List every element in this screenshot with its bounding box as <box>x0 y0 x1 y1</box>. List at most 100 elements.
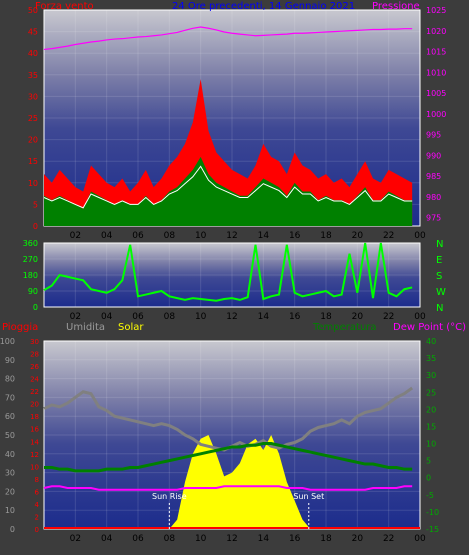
direction-x-tick-label: 08 <box>164 312 176 322</box>
direction-x-tick-label: 18 <box>320 312 332 322</box>
direction-x-tick-label: 02 <box>70 312 81 322</box>
direction-y-tick-label: 0 <box>33 303 38 312</box>
rain-y-tick-label: 4 <box>35 501 40 509</box>
temperature-y-tick-label: 5 <box>426 457 431 466</box>
wind-speed-line <box>43 165 413 209</box>
wind-x-tick-label: 10 <box>195 231 207 241</box>
direction-x-tick-label: 20 <box>352 312 364 322</box>
wind-y-tick-label: 10 <box>28 179 38 188</box>
humidity-y-tick-label: 0 <box>10 525 15 534</box>
temperature-y-tick-label: 10 <box>426 440 436 449</box>
temperature-y-tick-label: 40 <box>426 337 436 346</box>
rain-y-tick-label: 18 <box>30 413 39 421</box>
rain-y-tick-label: 30 <box>30 338 39 346</box>
weather-x-tick-label: 08 <box>164 534 176 544</box>
pressure-series <box>43 26 413 51</box>
humidity-y-tick-label: 60 <box>5 412 15 421</box>
rain-y-tick-label: 8 <box>35 476 39 484</box>
wind-y-tick-label: 25 <box>28 114 38 123</box>
wind-y-tick-label: 50 <box>28 6 38 15</box>
direction-x-tick-label: 00 <box>414 312 426 322</box>
weather-x-tick-label: 00 <box>414 534 426 544</box>
pressure-axis-title: Pressione <box>372 1 420 12</box>
temperature-axis-title: Temperatura <box>313 322 377 333</box>
wind-y-tick-label: 35 <box>28 71 38 80</box>
humidity-y-tick-label: 50 <box>5 431 15 440</box>
temperature-y-tick-label: 15 <box>426 422 436 431</box>
rain-y-tick-label: 0 <box>35 526 39 534</box>
humidity-y-tick-label: 80 <box>5 375 15 384</box>
rain-y-tick-label: 6 <box>35 488 40 496</box>
weather-x-tick-label: 22 <box>383 534 394 544</box>
direction-x-tick-label: 12 <box>226 312 237 322</box>
solar-series <box>44 435 413 529</box>
pressure-y-tick-label: 1015 <box>426 48 446 57</box>
rain-y-tick-label: 28 <box>30 351 39 359</box>
direction-x-tick-label: 22 <box>383 312 394 322</box>
pressure-y-tick-label: 1025 <box>426 6 446 15</box>
wind-y-tick-label: 0 <box>33 222 38 231</box>
weather-x-tick-label: 12 <box>226 534 237 544</box>
direction-y-tick-label: 90 <box>28 287 38 296</box>
pressure-y-tick-label: 1000 <box>426 110 446 119</box>
dewpoint-series <box>43 485 413 491</box>
rain-y-tick-label: 16 <box>30 426 39 434</box>
humidity-y-tick-label: 40 <box>5 450 15 459</box>
wind-gust-series <box>44 79 413 227</box>
wind-x-tick-label: 16 <box>289 231 301 241</box>
compass-label: N <box>436 239 443 250</box>
rain-axis-title: Pioggia <box>2 322 39 333</box>
weather-x-tick-label: 06 <box>132 534 144 544</box>
sunset-label: Sun Set <box>293 492 324 501</box>
temperature-y-tick-label: 25 <box>426 388 436 397</box>
pressure-y-tick-label: 990 <box>426 151 441 160</box>
wind-x-tick-label: 02 <box>70 231 81 241</box>
rain-y-tick-label: 10 <box>30 463 39 471</box>
rain-y-tick-label: 26 <box>30 363 39 371</box>
pressure-y-tick-label: 980 <box>426 193 441 202</box>
rain-y-tick-label: 14 <box>30 438 39 446</box>
dewpoint-axis-title: Dew Point (°C) <box>393 322 467 333</box>
wind-x-tick-label: 00 <box>414 231 426 241</box>
wind-x-tick-label: 12 <box>226 231 237 241</box>
pressure-y-tick-label: 1010 <box>426 68 446 77</box>
wind-y-tick-label: 40 <box>28 49 38 58</box>
chart-date-title: 24 Ore precedenti, 14 Gennaio 2021 <box>172 1 356 12</box>
compass-label: S <box>436 271 442 282</box>
direction-x-tick-label: 04 <box>101 312 113 322</box>
wind-y-tick-label: 15 <box>28 157 38 166</box>
direction-panel <box>43 242 421 308</box>
pressure-y-tick-label: 1005 <box>426 89 446 98</box>
humidity-y-tick-label: 10 <box>5 506 15 515</box>
wind-average-series <box>44 156 413 226</box>
direction-x-tick-label: 14 <box>258 312 270 322</box>
wind-y-tick-label: 20 <box>28 136 38 145</box>
direction-y-tick-label: 270 <box>23 255 38 264</box>
rain-y-tick-label: 20 <box>30 401 39 409</box>
direction-x-tick-label: 16 <box>289 312 301 322</box>
weather-x-tick-label: 20 <box>352 534 364 544</box>
wind-x-tick-label: 14 <box>258 231 270 241</box>
direction-x-tick-label: 06 <box>132 312 144 322</box>
weather-x-tick-label: 02 <box>70 534 81 544</box>
wind-x-tick-label: 06 <box>132 231 144 241</box>
humidity-y-tick-label: 30 <box>5 469 15 478</box>
humidity-y-tick-label: 70 <box>5 393 15 402</box>
pressure-y-tick-label: 1020 <box>426 27 446 36</box>
wind-y-tick-label: 45 <box>28 28 38 37</box>
direction-x-tick-label: 10 <box>195 312 207 322</box>
wind-axis-title: Forza vento <box>35 1 94 12</box>
rain-y-tick-label: 12 <box>30 451 39 459</box>
weather-x-tick-label: 18 <box>320 534 332 544</box>
temperature-y-tick-label: 30 <box>426 371 436 380</box>
temperature-y-tick-label: -5 <box>426 491 434 500</box>
weather-x-tick-label: 04 <box>101 534 113 544</box>
sunrise-label: Sun Rise <box>152 492 187 501</box>
compass-label: E <box>436 255 442 266</box>
wind-x-tick-label: 18 <box>320 231 332 241</box>
rain-y-tick-label: 22 <box>30 388 39 396</box>
weather-x-tick-label: 14 <box>258 534 270 544</box>
temperature-y-tick-label: -10 <box>426 508 439 517</box>
wind-y-tick-label: 30 <box>28 92 38 101</box>
